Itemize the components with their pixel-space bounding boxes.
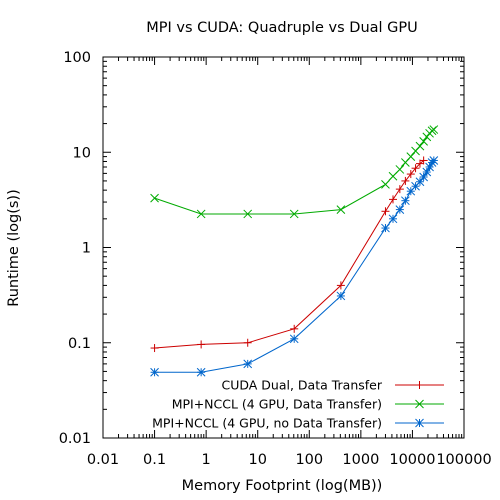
- data-point: [415, 141, 425, 151]
- data-point: [150, 193, 159, 203]
- data-point: [415, 177, 425, 187]
- y-tick-label: 0.01: [59, 431, 91, 447]
- series-3: [150, 156, 439, 377]
- data-point: [243, 209, 253, 219]
- legend-label: MPI+NCCL (4 GPU, Data Transfer): [172, 397, 382, 412]
- data-point: [289, 209, 299, 219]
- data-point: [406, 170, 415, 179]
- data-point: [388, 195, 397, 204]
- legend-marker: [415, 381, 424, 389]
- data-point: [196, 367, 206, 377]
- x-tick-label: 10: [248, 452, 266, 468]
- data-point: [196, 209, 206, 219]
- y-axis-title: Runtime (log(s)): [6, 189, 22, 306]
- data-point: [429, 156, 439, 165]
- data-point: [401, 196, 410, 206]
- legend-label: CUDA Dual, Data Transfer: [221, 378, 382, 393]
- y-tick-label: 0.1: [68, 336, 91, 352]
- series-1: [150, 156, 428, 353]
- legend-marker: [415, 399, 424, 409]
- x-axis-title: Memory Footprint (log(MB)): [182, 478, 383, 494]
- x-tick-label: 100: [295, 452, 323, 468]
- data-point: [419, 137, 428, 146]
- data-point: [243, 359, 253, 369]
- data-point: [336, 205, 346, 214]
- data-point: [336, 291, 346, 301]
- axis-ticks: 0.01 0.1 1 10 100 1000 10000 100000 0.01 0.1 1 10 10…: [59, 50, 492, 468]
- data-point: [388, 214, 398, 224]
- legend: CUDA Dual, Data Transfer MPI+NCCL (4 GPU,…: [152, 378, 444, 431]
- y-tick-label: 100: [63, 50, 91, 66]
- x-tick-label: 1000: [342, 452, 379, 468]
- data-point: [401, 176, 410, 185]
- series-layer: [150, 125, 439, 377]
- data-point: [336, 281, 345, 290]
- data-point: [150, 344, 159, 353]
- x-tick-label: 10000: [389, 452, 435, 468]
- legend-item-3: MPI+NCCL (4 GPU, no Data Transfer): [152, 416, 444, 431]
- legend-item-2: MPI+NCCL (4 GPU, Data Transfer): [172, 397, 444, 412]
- data-point: [381, 180, 390, 189]
- series-2: [150, 125, 439, 219]
- x-tick-label: 0.01: [87, 452, 119, 468]
- data-point: [289, 334, 299, 344]
- legend-marker: [415, 418, 424, 428]
- y-tick-label: 1: [82, 241, 91, 257]
- chart-title: MPI vs CUDA: Quadruple vs Dual GPU: [146, 20, 418, 36]
- data-point: [395, 165, 405, 174]
- data-point: [381, 223, 390, 233]
- data-point: [388, 171, 398, 181]
- data-point: [429, 125, 439, 134]
- x-tick-label: 1: [202, 452, 211, 468]
- x-tick-label: 100000: [436, 452, 491, 468]
- data-point: [395, 205, 405, 214]
- x-tick-label: 0.1: [143, 452, 166, 468]
- data-point: [422, 132, 432, 142]
- data-point: [381, 207, 390, 216]
- data-point: [243, 338, 252, 347]
- data-point: [425, 162, 434, 172]
- y-tick-label: 10: [73, 145, 91, 161]
- data-point: [290, 324, 299, 333]
- legend-item-1: CUDA Dual, Data Transfer: [221, 378, 444, 393]
- data-point: [406, 152, 416, 161]
- data-point: [411, 164, 420, 173]
- legend-label: MPI+NCCL (4 GPU, no Data Transfer): [152, 416, 382, 431]
- data-point: [395, 185, 404, 194]
- data-point: [150, 367, 159, 377]
- data-point: [197, 340, 206, 349]
- data-point: [419, 156, 428, 165]
